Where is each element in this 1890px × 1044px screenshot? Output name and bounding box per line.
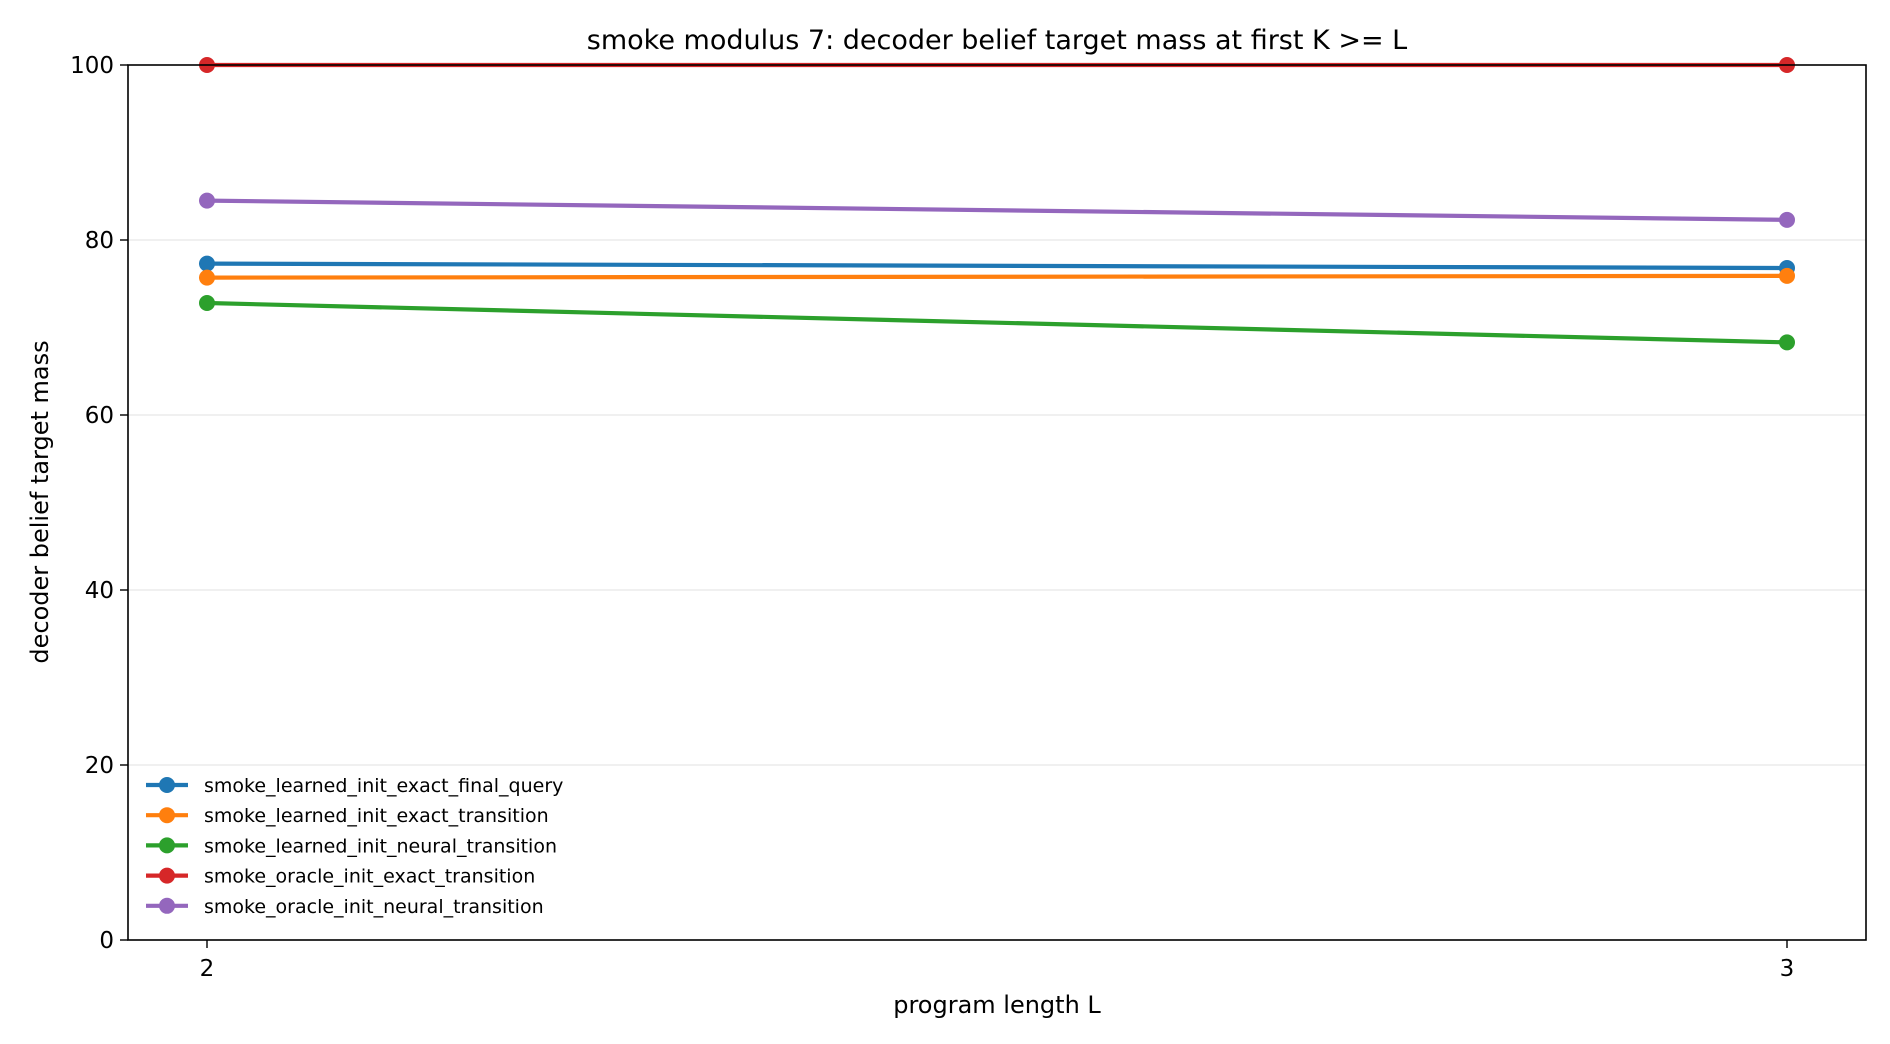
data-point xyxy=(199,269,215,286)
legend-swatch-marker xyxy=(159,867,175,884)
legend-swatch-marker xyxy=(159,837,175,854)
data-point xyxy=(1779,267,1795,284)
y-tick-label: 60 xyxy=(85,403,114,429)
series-line xyxy=(206,198,1788,222)
series-smoke_oracle_init_neural_transition xyxy=(199,192,1795,228)
legend-swatch-marker xyxy=(159,897,175,914)
legend-item: smoke_learned_init_exact_transition xyxy=(146,805,549,827)
x-tick-label: 2 xyxy=(200,956,215,982)
y-tick-label: 100 xyxy=(70,53,114,79)
series-line xyxy=(206,273,1788,280)
legend: smoke_learned_init_exact_final_querysmok… xyxy=(146,775,563,918)
data-point xyxy=(1779,334,1795,351)
data-point xyxy=(199,192,215,209)
y-tick-label: 80 xyxy=(85,228,114,254)
x-axis-label: program length L xyxy=(893,991,1101,1019)
data-point xyxy=(1779,211,1795,228)
series-line xyxy=(206,300,1788,345)
legend-item: smoke_learned_init_exact_final_query xyxy=(146,775,563,797)
legend-swatch-marker xyxy=(159,777,175,793)
legend-item: smoke_learned_init_neural_transition xyxy=(146,835,557,857)
data-point xyxy=(199,255,215,272)
plot-frame xyxy=(127,64,1867,941)
y-tick-label: 0 xyxy=(99,928,114,954)
x-tick-label: 3 xyxy=(1780,956,1795,982)
legend-label: smoke_oracle_init_exact_transition xyxy=(204,866,535,888)
series-line xyxy=(206,261,1788,271)
chart-title: smoke modulus 7: decoder belief target m… xyxy=(587,25,1407,56)
legend-swatch-marker xyxy=(159,807,175,824)
legend-label: smoke_learned_init_exact_transition xyxy=(204,805,549,827)
legend-label: smoke_oracle_init_neural_transition xyxy=(204,896,544,918)
data-point xyxy=(199,295,215,311)
y-tick-label: 40 xyxy=(85,578,114,604)
series-smoke_learned_init_neural_transition xyxy=(199,295,1795,351)
series-smoke_learned_init_exact_transition xyxy=(199,267,1795,286)
y-axis-label: decoder belief target mass xyxy=(26,340,54,663)
legend-item: smoke_oracle_init_exact_transition xyxy=(146,866,535,888)
y-tick-label: 20 xyxy=(85,753,114,779)
legend-item: smoke_oracle_init_neural_transition xyxy=(146,896,544,918)
axes: 0 20 40 60 80 100 2 3 xyxy=(70,53,1794,982)
legend-label: smoke_learned_init_neural_transition xyxy=(204,835,557,857)
legend-label: smoke_learned_init_exact_final_query xyxy=(204,775,563,797)
